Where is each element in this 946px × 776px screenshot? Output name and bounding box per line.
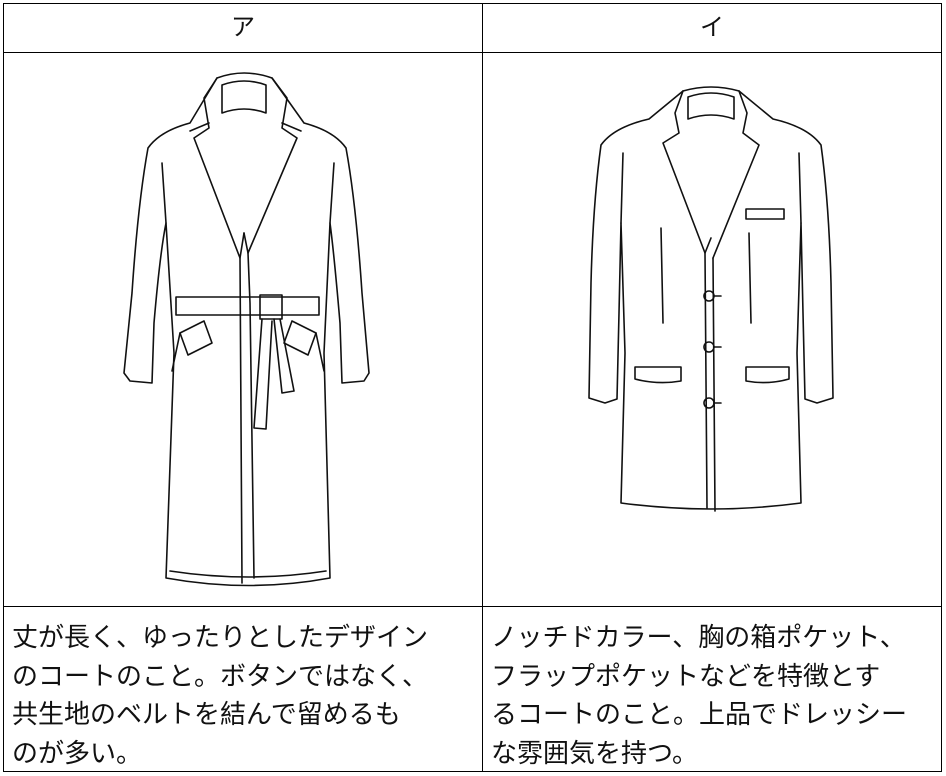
pocket-flap <box>745 366 790 384</box>
description-line: な雰囲気を持つ。 <box>491 738 698 768</box>
dart <box>660 227 664 324</box>
image-cell <box>4 53 483 607</box>
left-lapel <box>193 77 245 259</box>
description-line: フラップポケットなどを特徴とす <box>491 661 881 691</box>
description-line: ノッチドカラー、胸の箱ポケット、 <box>491 623 906 652</box>
pocket-line <box>315 332 325 372</box>
coat-outline <box>588 86 834 510</box>
description-cell: ノッチドカラー、胸の箱ポケット、 フラップポケットなどを特徴とす るコートのこと。上… <box>483 607 941 771</box>
hem-line <box>169 570 327 578</box>
pocket-line <box>171 332 181 372</box>
description-line: るコートのこと。上品でドレッシー <box>491 700 908 729</box>
image-cell <box>483 53 941 607</box>
pocket-flap <box>179 320 213 356</box>
belt-tail <box>273 318 295 394</box>
pocket-flap <box>283 320 317 356</box>
description-line: のコートのこと。ボタンではなく、 <box>12 661 429 691</box>
left-lapel <box>662 90 712 254</box>
header-cell: ア <box>4 4 483 53</box>
header-cell: イ <box>483 4 941 53</box>
dart <box>748 232 752 324</box>
collar-back <box>221 80 267 114</box>
belt-tail <box>253 318 273 430</box>
front-edge <box>704 252 708 509</box>
notch <box>189 122 210 132</box>
description-cell: 丈が長く、ゆったりとしたデザイン のコートのこと。ボタンではなく、 共生地のベルトを… <box>4 607 483 771</box>
chester-coat-illustration <box>588 86 834 512</box>
front-edge <box>239 257 243 584</box>
description-line: 丈が長く、ゆったりとしたデザイン <box>12 623 429 652</box>
coat-outline <box>123 72 370 587</box>
right-lapel <box>712 90 760 259</box>
front-edge <box>712 257 716 512</box>
description-line: のが多い。 <box>12 738 143 768</box>
sleeve-seam <box>329 162 335 224</box>
notch <box>281 122 302 132</box>
belt-knot <box>259 294 283 320</box>
front-edge <box>247 252 255 579</box>
right-lapel <box>243 77 298 254</box>
sleeve-seam <box>798 152 802 224</box>
pocket-flap <box>634 366 682 384</box>
description-line: 共生地のベルトを結んで留めるも <box>12 700 401 729</box>
table: ア イ <box>3 3 942 772</box>
belted-coat-illustration <box>123 72 370 587</box>
belt <box>175 296 320 316</box>
collar-back <box>687 92 735 120</box>
chest-pocket <box>745 208 785 220</box>
sleeve-seam <box>161 162 167 224</box>
sleeve-seam <box>620 152 624 224</box>
